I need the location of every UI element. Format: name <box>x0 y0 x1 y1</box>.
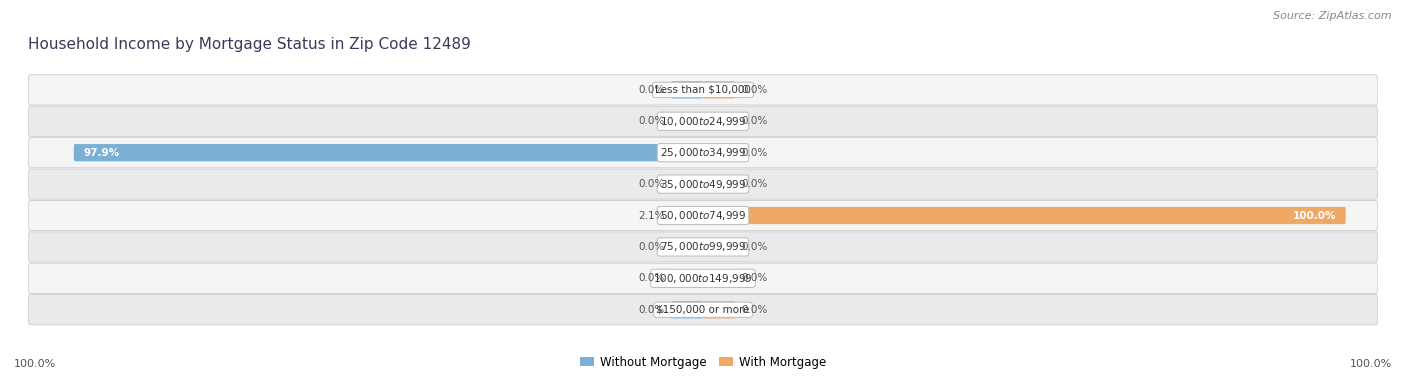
Text: 0.0%: 0.0% <box>638 85 665 95</box>
Text: $10,000 to $24,999: $10,000 to $24,999 <box>659 115 747 128</box>
FancyBboxPatch shape <box>671 207 703 224</box>
Text: 0.0%: 0.0% <box>638 179 665 189</box>
Text: 0.0%: 0.0% <box>741 116 768 126</box>
FancyBboxPatch shape <box>671 270 703 287</box>
Text: 0.0%: 0.0% <box>638 242 665 252</box>
Text: 0.0%: 0.0% <box>638 116 665 126</box>
FancyBboxPatch shape <box>28 295 1378 325</box>
Text: $100,000 to $149,999: $100,000 to $149,999 <box>654 272 752 285</box>
FancyBboxPatch shape <box>671 238 703 256</box>
Text: Less than $10,000: Less than $10,000 <box>655 85 751 95</box>
Text: 0.0%: 0.0% <box>638 273 665 284</box>
FancyBboxPatch shape <box>671 301 703 319</box>
Text: 0.0%: 0.0% <box>741 148 768 158</box>
FancyBboxPatch shape <box>703 207 1346 224</box>
FancyBboxPatch shape <box>28 232 1378 262</box>
Text: 0.0%: 0.0% <box>741 242 768 252</box>
FancyBboxPatch shape <box>28 106 1378 136</box>
FancyBboxPatch shape <box>703 270 735 287</box>
FancyBboxPatch shape <box>28 201 1378 231</box>
FancyBboxPatch shape <box>73 144 703 161</box>
FancyBboxPatch shape <box>703 81 735 98</box>
Text: 97.9%: 97.9% <box>83 148 120 158</box>
FancyBboxPatch shape <box>703 144 735 161</box>
FancyBboxPatch shape <box>703 113 735 130</box>
Text: 100.0%: 100.0% <box>14 359 56 369</box>
FancyBboxPatch shape <box>28 263 1378 293</box>
Text: 0.0%: 0.0% <box>638 305 665 315</box>
FancyBboxPatch shape <box>28 169 1378 199</box>
FancyBboxPatch shape <box>703 238 735 256</box>
Text: 100.0%: 100.0% <box>1350 359 1392 369</box>
Text: 2.1%: 2.1% <box>638 210 665 221</box>
Text: 0.0%: 0.0% <box>741 273 768 284</box>
Text: 0.0%: 0.0% <box>741 179 768 189</box>
Text: $75,000 to $99,999: $75,000 to $99,999 <box>659 241 747 253</box>
Text: 100.0%: 100.0% <box>1292 210 1336 221</box>
Text: $25,000 to $34,999: $25,000 to $34,999 <box>659 146 747 159</box>
FancyBboxPatch shape <box>28 138 1378 168</box>
Legend: Without Mortgage, With Mortgage: Without Mortgage, With Mortgage <box>575 351 831 373</box>
Text: Source: ZipAtlas.com: Source: ZipAtlas.com <box>1274 11 1392 21</box>
FancyBboxPatch shape <box>671 113 703 130</box>
Text: $150,000 or more: $150,000 or more <box>657 305 749 315</box>
Text: $50,000 to $74,999: $50,000 to $74,999 <box>659 209 747 222</box>
FancyBboxPatch shape <box>671 175 703 193</box>
FancyBboxPatch shape <box>703 175 735 193</box>
Text: 0.0%: 0.0% <box>741 305 768 315</box>
Text: 0.0%: 0.0% <box>741 85 768 95</box>
Text: $35,000 to $49,999: $35,000 to $49,999 <box>659 178 747 191</box>
FancyBboxPatch shape <box>671 81 703 98</box>
Text: Household Income by Mortgage Status in Zip Code 12489: Household Income by Mortgage Status in Z… <box>28 37 471 52</box>
FancyBboxPatch shape <box>28 75 1378 105</box>
FancyBboxPatch shape <box>703 301 735 319</box>
